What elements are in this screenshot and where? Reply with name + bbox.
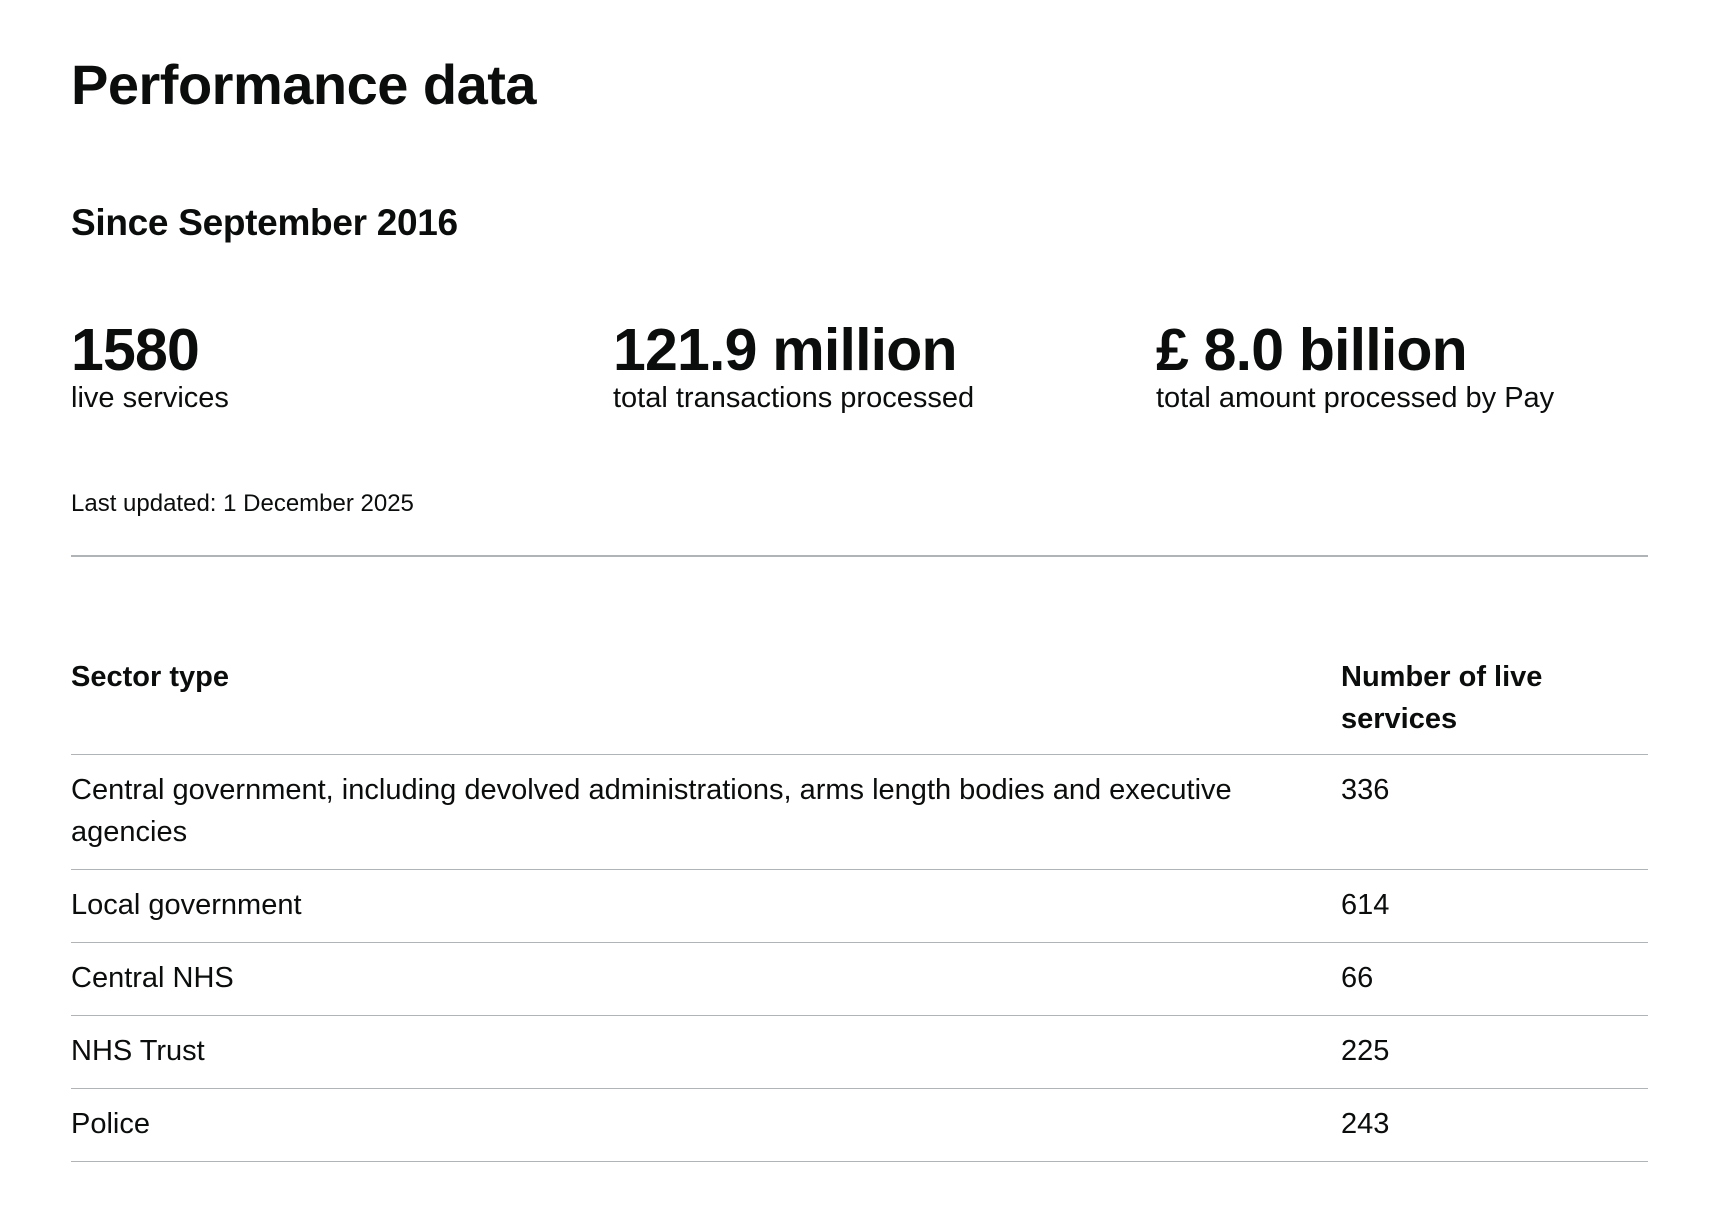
- count-cell: 614: [1341, 869, 1648, 943]
- table-row: Central government, including devolved a…: [71, 754, 1648, 870]
- stat-label: total transactions processed: [613, 382, 975, 414]
- stat-value: £ 8.0 billion: [1156, 317, 1468, 383]
- count-cell: 243: [1341, 1088, 1648, 1162]
- stat-transactions: 121.9 million total transactions process…: [613, 318, 974, 416]
- stat-value: 121.9 million: [613, 317, 958, 383]
- table-row: Central NHS 66: [71, 942, 1648, 1016]
- stat-label: live services: [71, 382, 229, 414]
- count-cell: 336: [1341, 754, 1648, 870]
- sector-cell: Central NHS: [71, 942, 1341, 1016]
- section-divider: [71, 555, 1648, 557]
- count-cell: 66: [1341, 942, 1648, 1016]
- sector-cell: Local government: [71, 869, 1341, 943]
- stat-label: total amount processed by Pay: [1156, 382, 1555, 414]
- table-header-row: Sector type Number of live services: [71, 650, 1648, 755]
- sector-cell: Police: [71, 1088, 1341, 1162]
- table-row: Local government 614: [71, 869, 1648, 943]
- stat-live-services: 1580 live services: [71, 318, 229, 416]
- table-row: Police 243: [71, 1088, 1648, 1162]
- section-subtitle: Since September 2016: [71, 202, 458, 243]
- sector-cell: NHS Trust: [71, 1015, 1341, 1089]
- header-live-services: Number of live services: [1341, 650, 1648, 755]
- page-title: Performance data: [71, 53, 537, 116]
- header-sector-type: Sector type: [71, 650, 1341, 755]
- stat-amount: £ 8.0 billion total amount processed by …: [1156, 318, 1554, 416]
- sector-cell: Central government, including devolved a…: [71, 754, 1341, 870]
- stat-value: 1580: [71, 317, 200, 383]
- table-row: NHS Trust 225: [71, 1015, 1648, 1089]
- count-cell: 225: [1341, 1015, 1648, 1089]
- last-updated: Last updated: 1 December 2025: [71, 490, 414, 517]
- sector-table: Sector type Number of live services Cent…: [71, 650, 1648, 1162]
